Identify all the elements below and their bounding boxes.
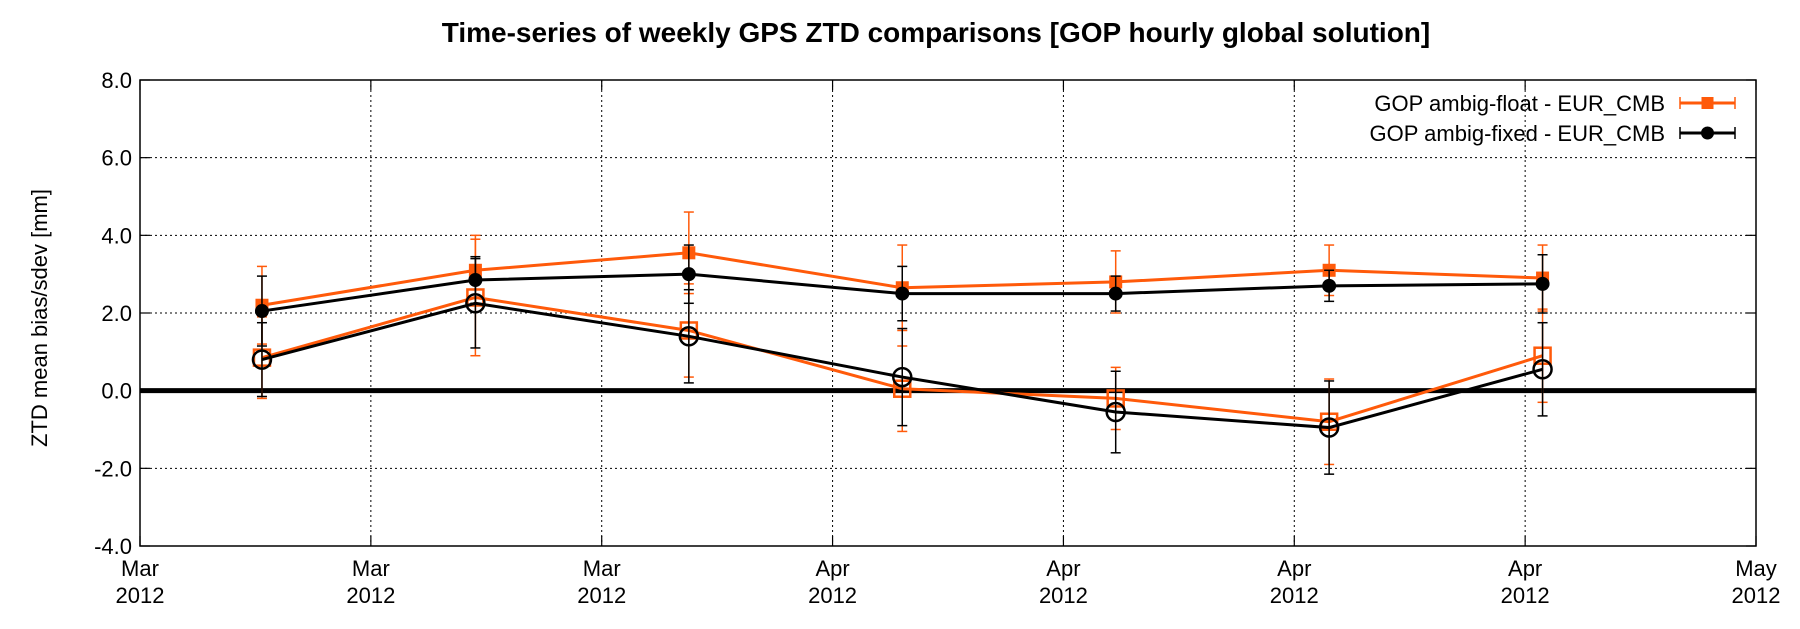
y-tick-label: 4.0 — [101, 223, 132, 248]
x-tick-label: 2012 — [116, 583, 165, 608]
x-tick-label: 2012 — [1501, 583, 1550, 608]
x-tick-label: 2012 — [346, 583, 395, 608]
x-tick-label: 2012 — [1732, 583, 1781, 608]
x-tick-label: Mar — [583, 556, 621, 581]
y-tick-label: 0.0 — [101, 379, 132, 404]
x-tick-label: Apr — [1508, 556, 1542, 581]
x-tick-label: 2012 — [1039, 583, 1088, 608]
y-axis-label: ZTD mean bias/sdev [mm] — [27, 189, 52, 447]
data-point — [465, 293, 486, 314]
data-point — [895, 286, 910, 301]
legend-entry: GOP ambig-fixed - EUR_CMB — [1370, 121, 1736, 146]
grid — [140, 80, 1756, 546]
data-point — [1108, 286, 1123, 301]
y-tick-label: 2.0 — [101, 301, 132, 326]
data-point — [1535, 276, 1550, 291]
y-tick-label: -4.0 — [94, 534, 132, 559]
legend-entry: GOP ambig-float - EUR_CMB — [1374, 91, 1736, 116]
data-point — [1318, 417, 1340, 438]
legend-label: GOP ambig-fixed - EUR_CMB — [1370, 121, 1665, 146]
data-point — [1322, 278, 1337, 293]
x-tick-label: Apr — [815, 556, 849, 581]
x-tick-label: 2012 — [577, 583, 626, 608]
data-point — [251, 349, 273, 370]
series — [251, 211, 1553, 475]
x-tick-label: Mar — [121, 556, 159, 581]
data-point — [1105, 401, 1126, 423]
data-point — [681, 267, 696, 282]
data-point — [892, 366, 913, 388]
x-tick-label: Apr — [1046, 556, 1080, 581]
x-tick-label: 2012 — [808, 583, 857, 608]
y-tick-label: 8.0 — [101, 68, 132, 93]
legend-label: GOP ambig-float - EUR_CMB — [1374, 91, 1665, 116]
plot-frame — [139, 79, 1757, 547]
x-tick-label: Apr — [1277, 556, 1311, 581]
data-point — [678, 326, 700, 347]
x-tick-label: 2012 — [1270, 583, 1319, 608]
legend: GOP ambig-float - EUR_CMB GOP ambig-fixed… — [1370, 91, 1736, 146]
bias-fixed-series — [251, 257, 1553, 475]
chart-title: Time-series of weekly GPS ZTD comparison… — [442, 17, 1431, 48]
y-tick-label: -2.0 — [94, 456, 132, 481]
legend-marker — [1701, 97, 1714, 109]
data-point — [1532, 359, 1553, 380]
x-tick-label: Mar — [352, 556, 390, 581]
data-point — [254, 304, 269, 319]
x-tick-label: May — [1735, 556, 1777, 581]
legend-marker — [1701, 126, 1714, 140]
y-tick-label: 6.0 — [101, 146, 132, 171]
